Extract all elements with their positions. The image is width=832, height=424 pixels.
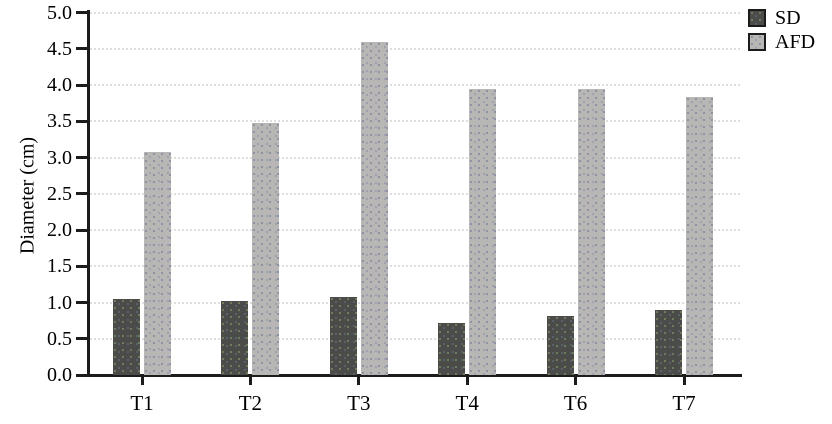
x-tick bbox=[465, 377, 469, 385]
legend-item-sd: SD bbox=[748, 8, 815, 28]
x-tick-label-t4: T4 bbox=[455, 391, 479, 415]
y-axis-title: Diameter (cm) bbox=[16, 136, 39, 255]
x-tick bbox=[248, 377, 252, 385]
y-tick-label: 0.0 bbox=[47, 364, 72, 386]
x-tick-label-t6: T6 bbox=[563, 391, 588, 415]
bar-sd-t1 bbox=[113, 298, 140, 375]
y-tick-label: 4.5 bbox=[47, 37, 72, 60]
y-axis-line bbox=[87, 10, 90, 377]
y-tick-label: 2.0 bbox=[47, 219, 72, 241]
x-tick-label-t2: T2 bbox=[238, 391, 263, 415]
y-tick bbox=[76, 301, 88, 304]
legend-item-afd: AFD bbox=[748, 32, 815, 52]
y-tick bbox=[76, 83, 88, 87]
x-axis-line bbox=[86, 374, 742, 377]
y-tick-label: 0.5 bbox=[47, 327, 72, 350]
y-tick-label: 2.5 bbox=[47, 182, 72, 205]
x-tick-label-t7: T7 bbox=[672, 391, 696, 415]
x-tick bbox=[140, 377, 144, 385]
x-tick-label-t3: T3 bbox=[347, 391, 371, 415]
bar-sd-t4 bbox=[438, 322, 466, 375]
legend-label-afd: AFD bbox=[775, 31, 816, 53]
y-tick bbox=[76, 119, 88, 123]
gridline bbox=[90, 47, 740, 50]
bar-afd-t3 bbox=[360, 41, 388, 375]
legend-swatch-sd bbox=[748, 9, 766, 27]
x-tick bbox=[682, 377, 686, 385]
y-tick-label: 5.0 bbox=[47, 1, 72, 24]
bar-afd-t2 bbox=[252, 122, 280, 375]
x-tick-label-t1: T1 bbox=[130, 391, 154, 415]
legend-swatch-afd bbox=[748, 33, 766, 51]
bar-sd-t3 bbox=[329, 297, 357, 375]
y-tick bbox=[76, 228, 88, 232]
y-tick bbox=[76, 192, 88, 196]
bar-sd-t6 bbox=[546, 315, 574, 375]
gridline bbox=[90, 337, 740, 340]
legend-label-sd: SD bbox=[775, 7, 801, 29]
legend: SD AFD bbox=[748, 8, 815, 52]
y-tick bbox=[76, 264, 88, 268]
bar-afd-t4 bbox=[469, 88, 497, 375]
gridline bbox=[90, 192, 740, 195]
y-tick-label: 4.0 bbox=[47, 74, 72, 96]
y-tick-label: 1.5 bbox=[47, 255, 72, 278]
y-tick-label: 3.5 bbox=[47, 110, 72, 133]
gridline bbox=[90, 301, 740, 304]
bar-sd-t7 bbox=[655, 309, 682, 375]
x-tick bbox=[357, 377, 361, 385]
gridline bbox=[90, 229, 740, 231]
gridline bbox=[90, 156, 740, 159]
bar-sd-t2 bbox=[221, 301, 249, 375]
y-tick bbox=[76, 373, 88, 377]
gridline bbox=[90, 11, 740, 14]
gridline bbox=[90, 84, 740, 86]
bar-afd-t7 bbox=[686, 96, 713, 375]
gridline bbox=[90, 120, 740, 123]
x-tick bbox=[574, 377, 578, 385]
gridline bbox=[90, 265, 740, 268]
bar-afd-t6 bbox=[577, 88, 605, 375]
y-tick-label: 1.0 bbox=[47, 291, 72, 314]
y-tick-label: 3.0 bbox=[47, 146, 72, 169]
y-tick bbox=[76, 337, 88, 341]
y-tick bbox=[76, 156, 88, 159]
y-tick bbox=[76, 11, 88, 14]
bar-afd-t1 bbox=[144, 151, 171, 375]
y-tick bbox=[76, 47, 88, 51]
